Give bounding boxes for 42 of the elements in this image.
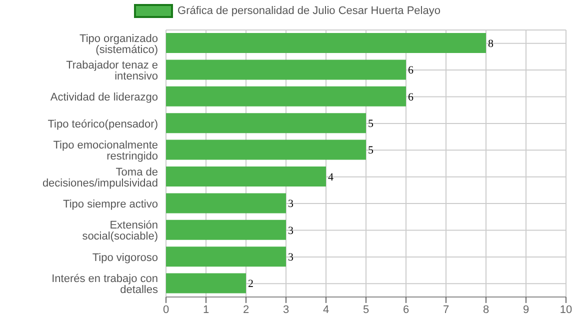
y-tick-label: Tipo siempre activo (63, 198, 158, 210)
y-tick-label: Trabajador tenaz e intensivo (66, 59, 158, 82)
x-tick-label: 2 (242, 304, 250, 316)
x-tick-label: 5 (362, 304, 370, 316)
y-tick-label: Extensión social(sociable) (82, 220, 158, 243)
data-label: 6 (408, 64, 414, 77)
x-tick-label: 9 (522, 304, 530, 316)
bar (166, 220, 286, 240)
y-tick-label: Tipo organizado (sistemático) (80, 32, 158, 56)
data-label: 4 (328, 171, 334, 184)
x-tick-label: 4 (322, 304, 330, 316)
y-tick-label: Interés en trabajo con detalles (52, 273, 158, 296)
x-tick-label: 10 (560, 304, 572, 316)
data-label: 5 (368, 144, 374, 157)
bar (166, 33, 486, 53)
x-tick-label: 0 (162, 304, 170, 316)
data-label: 3 (288, 198, 294, 210)
y-tick-label: Tipo vigoroso (92, 252, 158, 264)
bar (166, 273, 246, 294)
data-label: 8 (488, 38, 494, 50)
bar (166, 60, 406, 80)
y-tick-label: Toma de decisiones/impulsividad (42, 166, 158, 190)
data-label: 3 (288, 252, 294, 264)
y-tick-label: Tipo emocionalmente restringido (53, 140, 158, 163)
legend-label: Gráfica de personalidad de Julio Cesar Huerta Pelayo (178, 5, 440, 17)
y-tick-label: Tipo teórico(pensador) (48, 118, 158, 130)
x-tick-label: 6 (402, 304, 410, 316)
bar (166, 166, 326, 186)
bar (166, 246, 286, 267)
y-tick-label: Actividad de liderazgo (50, 92, 158, 104)
data-label: 2 (248, 278, 254, 290)
bar (166, 193, 286, 214)
x-tick-label: 1 (202, 304, 210, 316)
bar (166, 113, 366, 134)
x-tick-label: 7 (442, 304, 450, 316)
bar (166, 140, 366, 160)
data-label: 3 (288, 224, 294, 237)
data-label: 6 (408, 91, 414, 104)
bar (166, 86, 406, 106)
data-label: 5 (368, 118, 374, 130)
x-tick-label: 8 (482, 304, 490, 316)
x-tick-label: 3 (282, 304, 290, 316)
